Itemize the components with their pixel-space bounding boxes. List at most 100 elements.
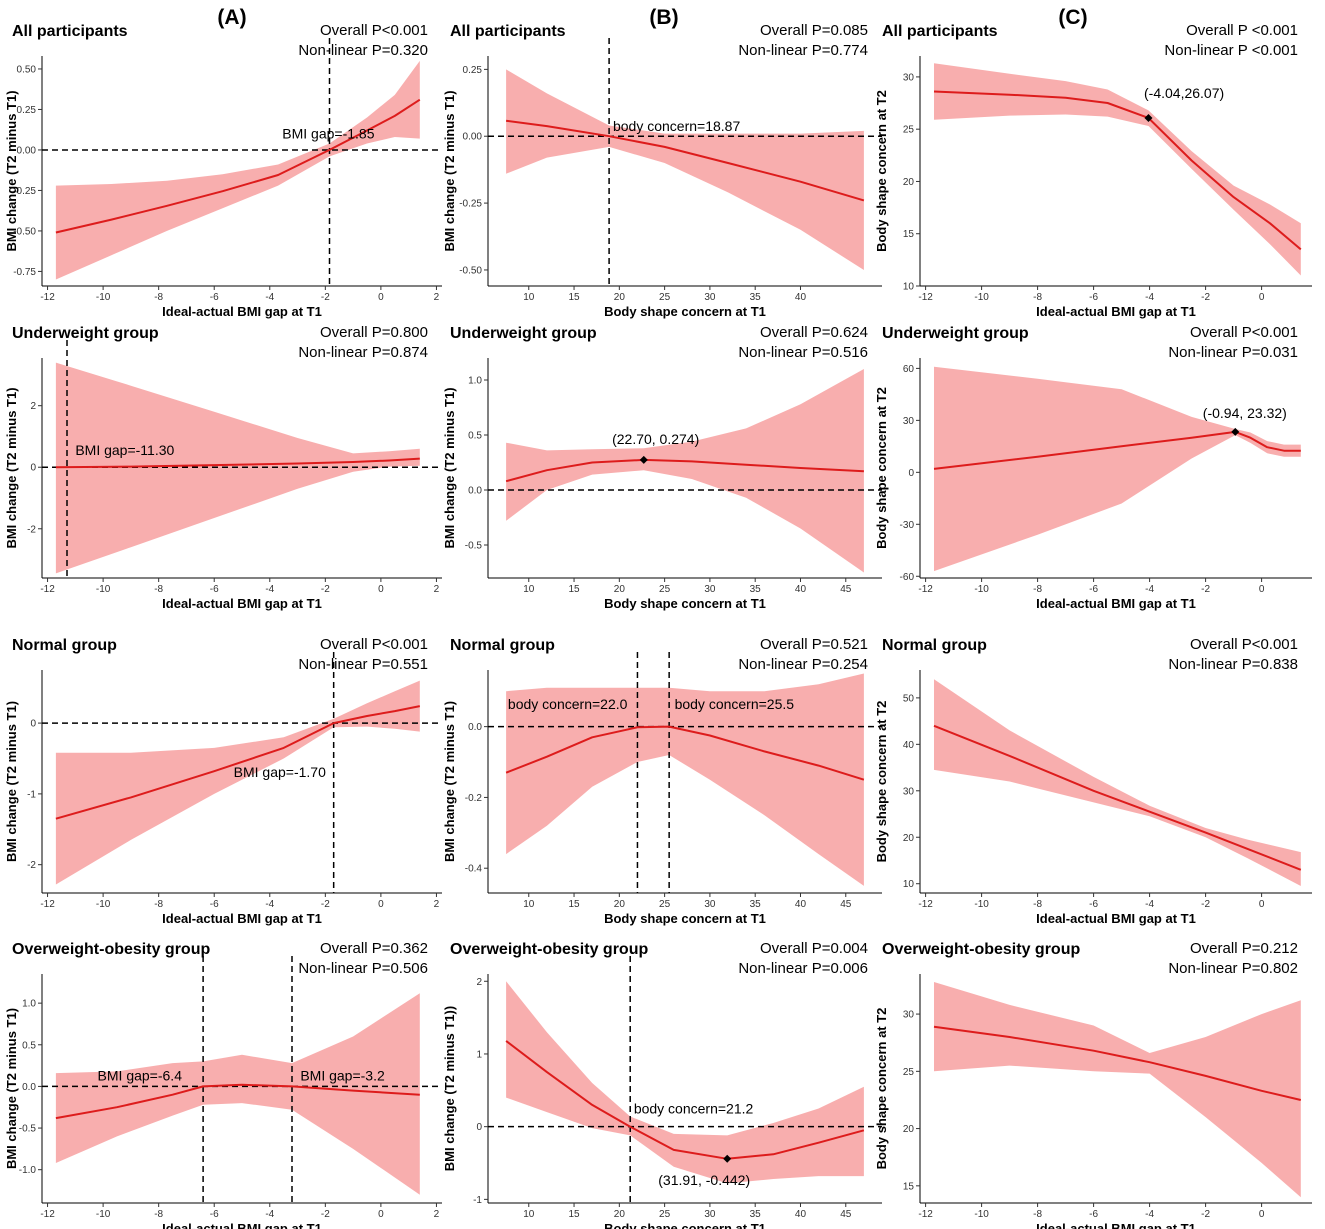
y-tick-label: -0.75 bbox=[13, 267, 36, 278]
x-tick-label: 0 bbox=[378, 292, 384, 303]
y-tick-label: 0.00 bbox=[463, 132, 483, 143]
x-tick-label: 0 bbox=[378, 584, 384, 595]
estimate-line bbox=[55, 1083, 420, 1120]
y-tick-label: 25 bbox=[903, 125, 915, 136]
x-tick-label: 15 bbox=[568, 1209, 580, 1220]
x-axis-label: Body shape concern at T1 bbox=[604, 1221, 766, 1229]
y-tick-label: -30 bbox=[900, 520, 915, 531]
nonlinear-p: Non-linear P=0.031 bbox=[1168, 344, 1298, 361]
y-tick-label: 1 bbox=[476, 1049, 482, 1060]
x-tick-label: 45 bbox=[840, 899, 852, 910]
x-tick-label: -6 bbox=[1089, 899, 1098, 910]
nonlinear-p: Non-linear P=0.874 bbox=[298, 344, 428, 361]
x-tick-label: -10 bbox=[96, 1209, 111, 1220]
x-tick-label: -2 bbox=[1201, 292, 1210, 303]
y-axis-label: BMI change (T2 minus T1)) bbox=[442, 1006, 457, 1171]
column-label-b: (B) bbox=[649, 6, 678, 29]
nonlinear-p: Non-linear P=0.551 bbox=[298, 656, 428, 673]
overall-p: Overall P=0.800 bbox=[320, 324, 428, 341]
y-tick-label: 0.0 bbox=[468, 722, 482, 733]
y-tick-label: -0.50 bbox=[459, 265, 482, 276]
annotation: body concern=18.87 bbox=[613, 118, 740, 134]
x-tick-label: -8 bbox=[1033, 292, 1042, 303]
x-axis-label: Ideal-actual BMI gap at T1 bbox=[162, 596, 322, 611]
x-tick-label: 25 bbox=[659, 292, 671, 303]
estimate-line bbox=[55, 457, 420, 469]
x-tick-label: 30 bbox=[704, 584, 716, 595]
annotation: BMI gap=-1.85 bbox=[282, 126, 374, 142]
confidence-band bbox=[506, 981, 864, 1184]
overall-p: Overall P=0.212 bbox=[1190, 940, 1298, 957]
y-tick-label: 30 bbox=[903, 786, 915, 797]
panel-b2: Underweight group Overall P=0.624 Non-line… bbox=[442, 324, 882, 611]
x-tick-label: -6 bbox=[210, 292, 219, 303]
confidence-band bbox=[55, 680, 420, 885]
y-tick-label: 0.50 bbox=[17, 64, 37, 75]
nonlinear-p: Non-linear P=0.774 bbox=[738, 42, 868, 59]
x-tick-label: -10 bbox=[974, 584, 989, 595]
x-tick-label: -6 bbox=[210, 1209, 219, 1220]
x-tick-label: 40 bbox=[795, 899, 807, 910]
confidence-band bbox=[55, 993, 420, 1195]
panels: All participants Overall P<0.001 Non-linea… bbox=[4, 22, 1312, 1229]
nonlinear-p: Non-linear P=0.254 bbox=[738, 656, 868, 673]
x-tick-label: -12 bbox=[918, 899, 933, 910]
annotation: body concern=21.2 bbox=[634, 1101, 754, 1117]
x-tick-label: 15 bbox=[568, 584, 580, 595]
turning-point-marker bbox=[1231, 427, 1240, 436]
x-axis-label: Ideal-actual BMI gap at T1 bbox=[162, 1221, 322, 1229]
x-tick-label: -4 bbox=[265, 584, 274, 595]
x-tick-label: -6 bbox=[210, 899, 219, 910]
x-tick-label: -12 bbox=[40, 899, 55, 910]
x-tick-label: -10 bbox=[96, 899, 111, 910]
overall-p: Overall P<0.001 bbox=[1190, 324, 1298, 341]
panel-b3: Normal group Overall P=0.521 Non-linear P=… bbox=[442, 636, 882, 926]
y-axis-label: Body shape concern at T2 bbox=[874, 90, 889, 252]
y-tick-label: 30 bbox=[903, 1010, 915, 1021]
y-tick-label: -2 bbox=[27, 524, 36, 535]
y-tick-label: -0.5 bbox=[19, 1124, 37, 1135]
overall-p: Overall P<0.001 bbox=[320, 636, 428, 653]
y-tick-label: 20 bbox=[903, 177, 915, 188]
overall-p: Overall P=0.362 bbox=[320, 940, 428, 957]
x-tick-label: 45 bbox=[840, 584, 852, 595]
confidence-band bbox=[934, 63, 1301, 276]
panel-c1: All participants Overall P <0.001 Non-line… bbox=[874, 22, 1312, 319]
panel-title: Normal group bbox=[882, 637, 987, 654]
y-tick-label: 50 bbox=[903, 693, 915, 704]
y-tick-label: -2 bbox=[27, 860, 36, 871]
y-tick-label: 0.00 bbox=[17, 145, 37, 156]
y-tick-label: 0.5 bbox=[22, 1040, 36, 1051]
confidence-band bbox=[934, 366, 1301, 572]
panel-title: Overweight-obesity group bbox=[12, 941, 210, 958]
y-tick-label: -0.5 bbox=[465, 541, 483, 552]
x-tick-label: 30 bbox=[704, 1209, 716, 1220]
panel-a4: Overweight-obesity group Overall P=0.362 N… bbox=[4, 940, 442, 1229]
y-tick-label: -60 bbox=[900, 572, 915, 583]
x-tick-label: -8 bbox=[154, 292, 163, 303]
overall-p: Overall P<0.001 bbox=[320, 22, 428, 39]
x-tick-label: -2 bbox=[321, 1209, 330, 1220]
x-tick-label: 40 bbox=[795, 292, 807, 303]
confidence-band bbox=[506, 69, 864, 271]
x-tick-label: -6 bbox=[1089, 1209, 1098, 1220]
x-tick-label: -4 bbox=[1145, 292, 1154, 303]
x-tick-label: -8 bbox=[1033, 899, 1042, 910]
estimate-line bbox=[505, 1040, 865, 1160]
panel-title: All participants bbox=[450, 23, 566, 40]
y-tick-label: -0.4 bbox=[465, 864, 483, 875]
confidence-band bbox=[506, 369, 864, 573]
confidence-band bbox=[55, 362, 420, 574]
confidence-band bbox=[55, 60, 420, 280]
x-tick-label: 2 bbox=[434, 899, 440, 910]
y-axis-label: BMI change (T2 minus T1) bbox=[442, 90, 457, 251]
y-tick-label: 30 bbox=[903, 72, 915, 83]
annotation: BMI gap=-6.4 bbox=[98, 1068, 183, 1084]
y-axis-label: Body shape concern at T2 bbox=[874, 387, 889, 549]
annotation: (-0.94, 23.32) bbox=[1203, 405, 1287, 421]
y-tick-label: 40 bbox=[903, 740, 915, 751]
turning-point-marker bbox=[639, 455, 648, 464]
y-tick-label: -0.25 bbox=[13, 186, 36, 197]
x-tick-label: 30 bbox=[704, 899, 716, 910]
y-tick-label: 1.0 bbox=[22, 999, 36, 1010]
